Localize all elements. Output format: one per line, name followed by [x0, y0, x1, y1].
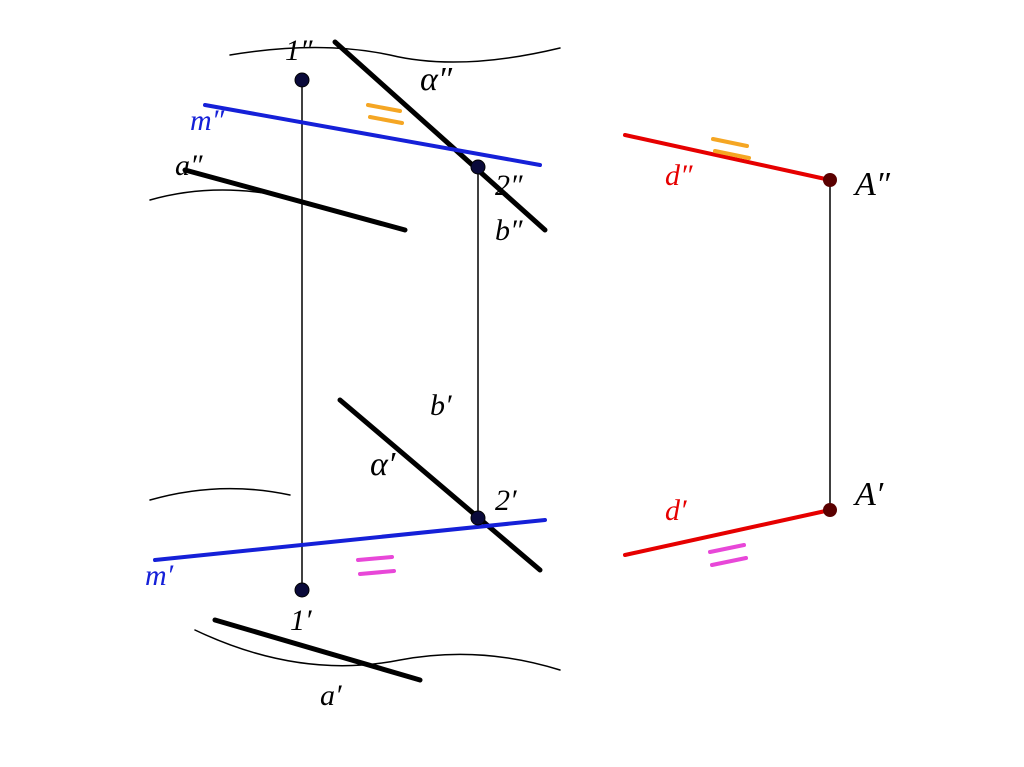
label-a-double: a″ [175, 149, 203, 182]
lower-curve-bot [195, 630, 560, 670]
point-A-prime [823, 503, 837, 517]
upper-tick-1 [370, 117, 402, 123]
label-2-double: 2″ [495, 169, 523, 202]
point-2-prime [471, 511, 485, 525]
line-m-prime [155, 520, 545, 560]
label-a-prime: a′ [320, 679, 342, 712]
line-m-double [205, 105, 540, 165]
label-A-double: A″ [853, 166, 891, 203]
label-b-prime: b′ [430, 389, 452, 422]
lower-curve-left [150, 489, 290, 500]
label-1-double: 1″ [285, 34, 313, 67]
label-d-prime: d′ [665, 494, 687, 527]
lower-tick-0 [358, 557, 392, 560]
d-bot-tick-1 [712, 558, 746, 565]
lower-tick-1 [360, 571, 394, 574]
point-2-double [471, 160, 485, 174]
line-a-double [185, 170, 405, 230]
label-m-double: m″ [190, 104, 225, 137]
label-m-prime: m′ [145, 559, 174, 592]
d-top-tick-0 [713, 139, 747, 146]
upper-tick-0 [368, 105, 400, 111]
d-bot-tick-0 [710, 545, 744, 552]
label-alpha-double: α″ [420, 61, 453, 98]
upper-curve-top [230, 48, 560, 63]
label-b-double: b″ [495, 214, 523, 247]
point-1-double [295, 73, 309, 87]
point-A-double [823, 173, 837, 187]
diagram-svg: a″ b″ m″ 1″ 2″ α″ a′ b′ m′ 1′ 2′ α′ d″ d′ A″ A′ [0, 0, 1024, 767]
label-A-prime: A′ [853, 476, 884, 513]
label-1-prime: 1′ [290, 604, 312, 637]
label-2-prime: 2′ [495, 484, 517, 517]
label-d-double: d″ [665, 159, 693, 192]
label-alpha-prime: α′ [370, 446, 396, 483]
point-1-prime [295, 583, 309, 597]
